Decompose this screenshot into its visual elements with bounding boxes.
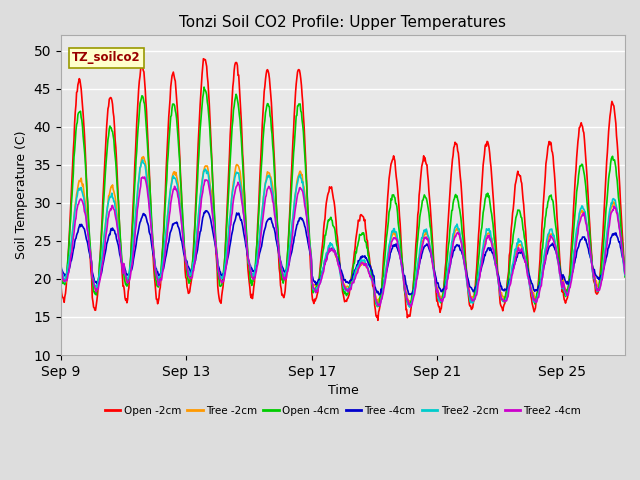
Open -4cm <box>189 248 197 254</box>
Tree2 -4cm <box>407 304 415 310</box>
Tree2 -2cm <box>191 255 198 261</box>
Tree -2cm <box>140 154 147 159</box>
Tree2 -2cm <box>293 182 301 188</box>
Tree -2cm <box>378 292 385 298</box>
Open -2cm <box>200 56 207 61</box>
Line: Tree -4cm: Tree -4cm <box>61 211 625 295</box>
Open -4cm <box>293 113 301 119</box>
Tree -4cm <box>378 289 386 295</box>
Tree2 -2cm <box>57 264 65 270</box>
Open -4cm <box>406 304 414 310</box>
Open -4cm <box>77 115 85 120</box>
Tree -2cm <box>77 175 85 181</box>
Legend: Open -2cm, Tree -2cm, Open -4cm, Tree -4cm, Tree2 -2cm, Tree2 -4cm: Open -2cm, Tree -2cm, Open -4cm, Tree -4… <box>100 402 585 420</box>
Tree2 -2cm <box>514 241 522 247</box>
Line: Open -2cm: Open -2cm <box>61 59 625 320</box>
Tree2 -4cm <box>263 188 271 194</box>
Open -2cm <box>263 68 271 73</box>
Tree2 -2cm <box>621 272 629 278</box>
Open -4cm <box>621 274 629 280</box>
Tree -2cm <box>191 259 198 264</box>
Line: Open -4cm: Open -4cm <box>61 87 625 307</box>
X-axis label: Time: Time <box>328 384 358 397</box>
Tree2 -4cm <box>191 262 198 267</box>
Open -2cm <box>621 271 629 277</box>
Title: Tonzi Soil CO2 Profile: Upper Temperatures: Tonzi Soil CO2 Profile: Upper Temperatur… <box>179 15 506 30</box>
Tree -2cm <box>57 265 65 271</box>
Tree2 -2cm <box>378 297 385 302</box>
Open -4cm <box>263 103 271 108</box>
Tree -2cm <box>263 172 271 178</box>
Tree2 -4cm <box>378 297 385 302</box>
Open -4cm <box>57 268 65 274</box>
Tree -4cm <box>514 250 522 256</box>
Open -2cm <box>189 244 197 250</box>
Line: Tree -2cm: Tree -2cm <box>61 156 625 304</box>
Tree2 -4cm <box>621 271 629 276</box>
Tree2 -4cm <box>141 174 148 180</box>
Open -4cm <box>378 289 385 295</box>
Tree2 -2cm <box>139 157 147 163</box>
Open -2cm <box>77 86 85 92</box>
Tree -2cm <box>406 301 413 307</box>
Tree -4cm <box>263 219 271 225</box>
Open -2cm <box>374 317 382 323</box>
Open -4cm <box>200 84 208 90</box>
Line: Tree2 -4cm: Tree2 -4cm <box>61 177 625 307</box>
Open -2cm <box>378 283 386 289</box>
Tree2 -4cm <box>293 196 301 202</box>
Tree2 -4cm <box>514 248 522 254</box>
Tree -2cm <box>293 179 301 185</box>
Tree -4cm <box>57 262 65 268</box>
Text: TZ_soilco2: TZ_soilco2 <box>72 51 141 64</box>
Tree -4cm <box>293 222 301 228</box>
Tree2 -2cm <box>263 176 271 182</box>
Tree2 -4cm <box>77 196 85 202</box>
Tree -4cm <box>77 221 85 227</box>
Open -2cm <box>514 168 522 174</box>
Tree -4cm <box>203 208 211 214</box>
Line: Tree2 -2cm: Tree2 -2cm <box>61 160 625 307</box>
Tree2 -4cm <box>57 265 65 271</box>
Y-axis label: Soil Temperature (C): Soil Temperature (C) <box>15 131 28 259</box>
Tree2 -2cm <box>77 184 85 190</box>
Open -4cm <box>514 207 522 213</box>
Tree -4cm <box>189 264 197 270</box>
Open -2cm <box>293 75 301 81</box>
Open -2cm <box>57 281 65 287</box>
Tree -2cm <box>621 268 629 274</box>
Tree -4cm <box>376 292 383 298</box>
Tree -4cm <box>621 264 629 270</box>
Tree2 -2cm <box>406 304 414 310</box>
Tree -2cm <box>514 242 522 248</box>
